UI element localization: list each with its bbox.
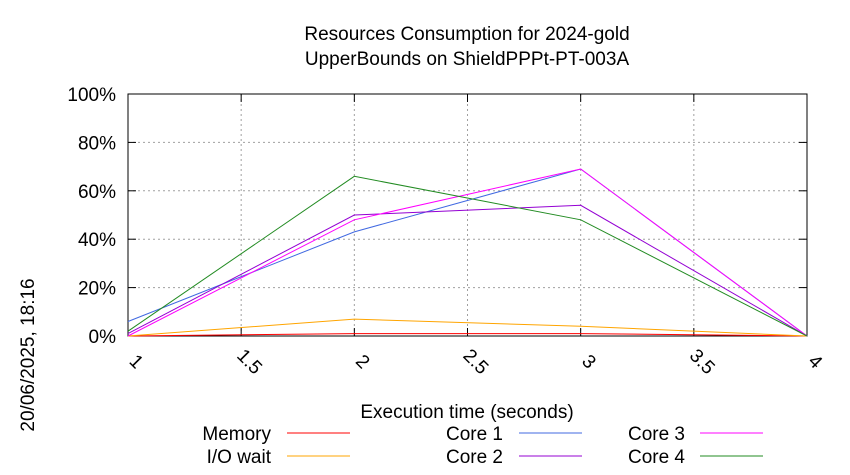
x-tick-label: 3.5 [685, 345, 719, 379]
series-line-core-3 [127, 168, 808, 337]
grid-lines [128, 94, 807, 336]
legend-label-core-3: Core 3 [628, 424, 685, 445]
y-tick-label: 100% [67, 85, 116, 106]
chart-title-line-1: Resources Consumption for 2024-gold [304, 24, 629, 45]
y-axis: 0% 20% 40% 60% 80% 100% [67, 85, 807, 348]
y-tick-label: 80% [78, 133, 116, 154]
series-line-core-4 [127, 175, 808, 337]
y-tick-label: 40% [78, 230, 116, 251]
series-line-core-2 [127, 204, 808, 337]
y-tick-label: 20% [78, 279, 116, 300]
legend-label-i-o-wait: I/O wait [207, 447, 272, 468]
y-tick-label: 0% [89, 327, 117, 348]
x-axis-label: Execution time (seconds) [360, 402, 573, 423]
x-tick-label: 1 [125, 351, 147, 373]
y-tick-label: 60% [78, 182, 116, 203]
legend-label-core-1: Core 1 [446, 424, 503, 445]
timestamp-label: 20/06/2025, 18:16 [18, 278, 39, 431]
x-tick-label: 4 [804, 351, 827, 374]
legend-label-core-2: Core 2 [446, 447, 503, 468]
series-line-i-o-wait [127, 318, 808, 337]
x-tick-label: 2.5 [459, 345, 493, 379]
series-line-memory [127, 333, 808, 337]
legend-label-core-4: Core 4 [628, 447, 685, 468]
chart-title-line-2: UpperBounds on ShieldPPPt-PT-003A [305, 49, 630, 70]
x-tick-label: 3 [577, 351, 599, 373]
series-lines [127, 168, 808, 337]
x-tick-label: 2 [351, 351, 373, 373]
legend-label-memory: Memory [202, 424, 271, 445]
x-tick-label: 1.5 [232, 345, 266, 379]
